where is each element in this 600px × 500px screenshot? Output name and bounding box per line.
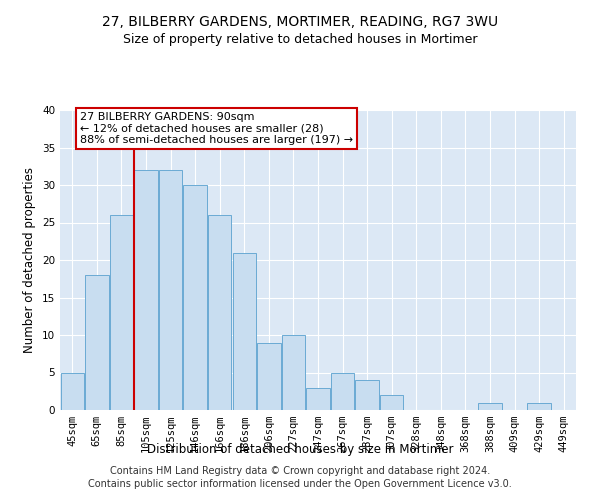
Bar (257, 342, 281, 410)
Bar (85, 275, 109, 410)
Bar (307, 388, 329, 410)
Text: Contains HM Land Registry data © Crown copyright and database right 2024.: Contains HM Land Registry data © Crown c… (110, 466, 490, 476)
Bar (184, 185, 207, 410)
Text: 27 BILBERRY GARDENS: 90sqm
← 12% of detached houses are smaller (28)
88% of semi: 27 BILBERRY GARDENS: 90sqm ← 12% of deta… (80, 112, 353, 144)
Bar (331, 372, 354, 410)
Bar (380, 395, 403, 410)
Bar (527, 402, 551, 410)
Bar (478, 402, 502, 410)
Text: Distribution of detached houses by size in Mortimer: Distribution of detached houses by size … (147, 442, 453, 456)
Bar (208, 215, 232, 410)
Text: Contains public sector information licensed under the Open Government Licence v3: Contains public sector information licen… (88, 479, 512, 489)
Y-axis label: Number of detached properties: Number of detached properties (23, 167, 37, 353)
Bar (159, 170, 182, 410)
Bar (110, 215, 133, 410)
Bar (233, 252, 256, 410)
Text: 27, BILBERRY GARDENS, MORTIMER, READING, RG7 3WU: 27, BILBERRY GARDENS, MORTIMER, READING,… (102, 15, 498, 29)
Bar (134, 170, 158, 410)
Text: Size of property relative to detached houses in Mortimer: Size of property relative to detached ho… (123, 34, 477, 46)
Bar (282, 335, 305, 410)
Bar (355, 380, 379, 410)
Bar (61, 372, 84, 410)
